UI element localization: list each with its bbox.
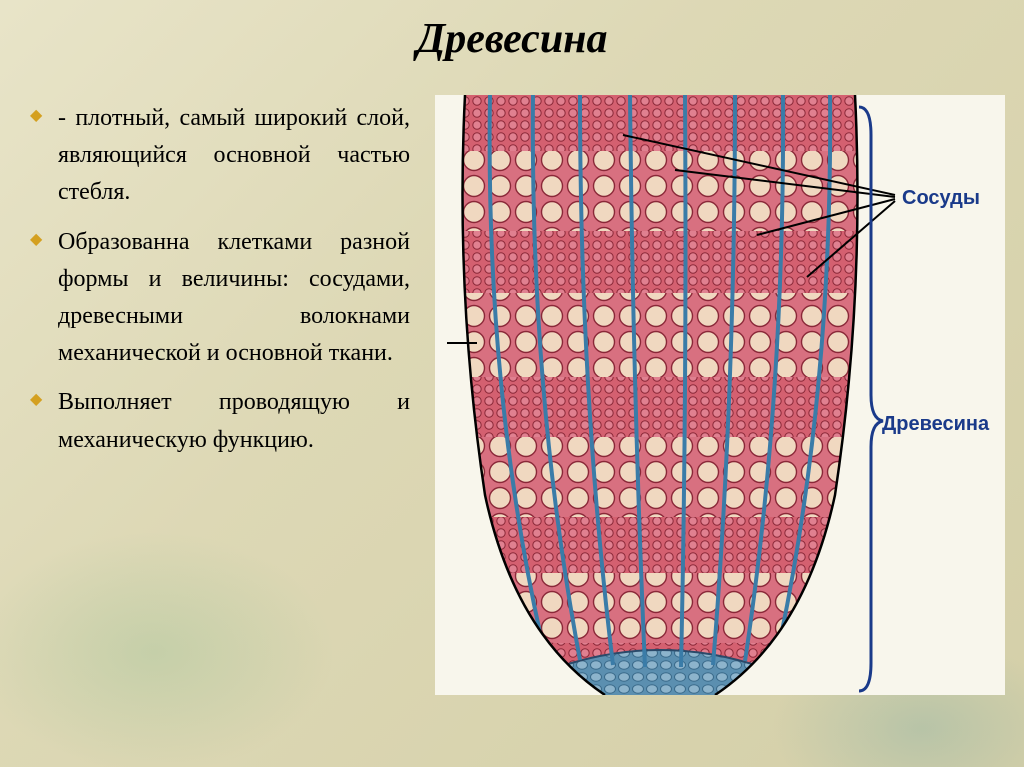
bullet-list: ◆ - плотный, самый широкий слой, являющи… [30,100,410,471]
bullet-text: - плотный, самый широкий слой, являющийс… [58,100,410,212]
wood-diagram: Сосуды Древесина [435,95,1005,695]
slide-title: Древесина [0,15,1024,63]
label-wood: Древесина [882,413,989,436]
bullet-marker-icon: ◆ [30,384,58,458]
bullet-marker-icon: ◆ [30,100,58,212]
bullet-marker-icon: ◆ [30,224,58,373]
bullet-item: ◆ - плотный, самый широкий слой, являющи… [30,100,410,212]
bullet-item: ◆ Образованна клетками разной формы и ве… [30,224,410,373]
bullet-item: ◆ Выполняет проводящую и механическую фу… [30,384,410,458]
label-vessels: Сосуды [902,187,980,210]
bullet-text: Выполняет проводящую и механическую функ… [58,384,410,458]
wood-cross-section [435,95,1005,695]
bullet-text: Образованна клетками разной формы и вели… [58,224,410,373]
